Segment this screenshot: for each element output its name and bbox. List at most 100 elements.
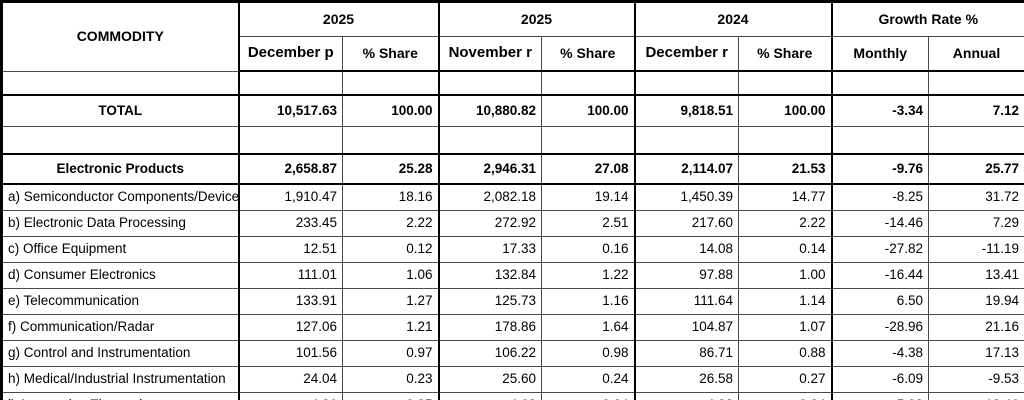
- value-cell: 1,450.39: [633, 183, 739, 211]
- value-cell: 12.51: [237, 236, 343, 263]
- header-column-row: December p % Share November r % Share De…: [2, 36, 1024, 72]
- value-cell: 2.22: [342, 210, 439, 237]
- value-cell: 100.00: [738, 94, 832, 127]
- value-cell: -8.25: [830, 183, 929, 211]
- value-cell: 4.32: [633, 392, 739, 400]
- commodity-label: [1, 126, 239, 155]
- value-cell: 25.60: [437, 366, 542, 393]
- value-cell: 0.24: [541, 366, 635, 393]
- commodity-label: f) Communication/Radar: [1, 314, 239, 341]
- value-cell: 2,082.18: [437, 183, 542, 211]
- column-header-share-2: % Share: [541, 36, 635, 72]
- value-cell: [437, 70, 542, 96]
- value-cell: 1.06: [342, 262, 439, 289]
- value-cell: -28.96: [830, 314, 929, 341]
- value-cell: 0.23: [342, 366, 439, 393]
- column-header-share-3: % Share: [738, 36, 832, 72]
- value-cell: 178.86: [437, 314, 542, 341]
- table-row: b) Electronic Data Processing 233.45 2.22 2…: [1, 210, 1024, 237]
- value-cell: -4.38: [830, 340, 929, 367]
- value-cell: 26.58: [633, 366, 739, 393]
- commodity-label: Electronic Products: [1, 153, 239, 185]
- column-header-share-1: % Share: [342, 36, 439, 72]
- value-cell: 5.03: [830, 392, 929, 400]
- column-header-december-p: December p: [237, 36, 343, 72]
- value-cell: 272.92: [437, 210, 542, 237]
- value-cell: 1.27: [342, 288, 439, 315]
- value-cell: 217.60: [633, 210, 739, 237]
- value-cell: -14.46: [830, 210, 929, 237]
- value-cell: 10,880.82: [437, 94, 542, 127]
- value-cell: [437, 126, 542, 155]
- year-group-2025-nov: 2025: [437, 1, 635, 37]
- value-cell: 0.04: [541, 392, 635, 400]
- value-cell: 233.45: [237, 210, 343, 237]
- commodity-label: h) Medical/Industrial Instrumentation: [1, 366, 239, 393]
- commodity-label: e) Telecommunication: [1, 288, 239, 315]
- commodity-label: c) Office Equipment: [1, 236, 239, 263]
- table-row: h) Medical/Industrial Instrumentation 24.…: [1, 366, 1024, 393]
- value-cell: 1.00: [738, 262, 832, 289]
- table-row: e) Telecommunication 133.91 1.27 125.73 1.16…: [1, 288, 1024, 315]
- value-cell: 0.14: [738, 236, 832, 263]
- table-row: [1, 70, 1024, 96]
- value-cell: [738, 70, 832, 96]
- value-cell: 111.01: [237, 262, 343, 289]
- value-cell: 2.22: [738, 210, 832, 237]
- value-cell: 24.04: [237, 366, 343, 393]
- value-cell: 1.21: [342, 314, 439, 341]
- value-cell: 2,946.31: [437, 153, 542, 185]
- value-cell: [633, 70, 739, 96]
- value-cell: 0.98: [541, 340, 635, 367]
- value-cell: 25.77: [927, 153, 1024, 185]
- value-cell: 19.94: [927, 288, 1024, 315]
- value-cell: -9.53: [927, 366, 1024, 393]
- value-cell: -3.34: [830, 94, 929, 127]
- value-cell: 4.62: [437, 392, 542, 400]
- value-cell: [738, 126, 832, 155]
- value-cell: 100.00: [342, 94, 439, 127]
- value-cell: 14.77: [738, 183, 832, 211]
- value-cell: 17.13: [927, 340, 1024, 367]
- value-cell: 97.88: [633, 262, 739, 289]
- value-cell: [927, 126, 1024, 155]
- value-cell: 27.08: [541, 153, 635, 185]
- value-cell: [830, 126, 929, 155]
- value-cell: [342, 126, 439, 155]
- value-cell: 132.84: [437, 262, 542, 289]
- value-cell: 12.46: [927, 392, 1024, 400]
- column-header-november-r: November r: [437, 36, 542, 72]
- value-cell: 18.16: [342, 183, 439, 211]
- value-cell: [237, 70, 343, 96]
- table-row: a) Semiconductor Components/Devices 1,910…: [1, 183, 1024, 211]
- commodity-label: b) Electronic Data Processing: [1, 210, 239, 237]
- column-header-december-r: December r: [633, 36, 739, 72]
- value-cell: 19.14: [541, 183, 635, 211]
- value-cell: 17.33: [437, 236, 542, 263]
- value-cell: 25.28: [342, 153, 439, 185]
- value-cell: 9,818.51: [633, 94, 739, 127]
- value-cell: 127.06: [237, 314, 343, 341]
- value-cell: [237, 126, 343, 155]
- value-cell: 21.16: [927, 314, 1024, 341]
- table-body: TOTAL 10,517.63 100.00 10,880.82 100.00 9,818…: [1, 70, 1024, 400]
- table-row: g) Control and Instrumentation 101.56 0.97…: [1, 340, 1024, 367]
- value-cell: 1.16: [541, 288, 635, 315]
- value-cell: 2,114.07: [633, 153, 739, 185]
- value-cell: 1,910.47: [237, 183, 343, 211]
- value-cell: [342, 70, 439, 96]
- value-cell: 0.88: [738, 340, 832, 367]
- value-cell: 4.86: [237, 392, 343, 400]
- table-row: c) Office Equipment 12.51 0.12 17.33 0.16 14.…: [1, 236, 1024, 263]
- table-row: i) Automotive Electronics4.860.054.620.0…: [1, 392, 1024, 400]
- commodity-column-header: COMMODITY: [1, 1, 239, 72]
- value-cell: 111.64: [633, 288, 739, 315]
- table-row: Electronic Products 2,658.87 25.28 2,946.31…: [1, 153, 1024, 185]
- value-cell: 0.97: [342, 340, 439, 367]
- column-header-annual: Annual: [927, 36, 1024, 72]
- value-cell: 2,658.87: [237, 153, 343, 185]
- value-cell: 125.73: [437, 288, 542, 315]
- table-row: [1, 126, 1024, 155]
- year-group-2025-dec: 2025: [237, 1, 439, 37]
- value-cell: 133.91: [237, 288, 343, 315]
